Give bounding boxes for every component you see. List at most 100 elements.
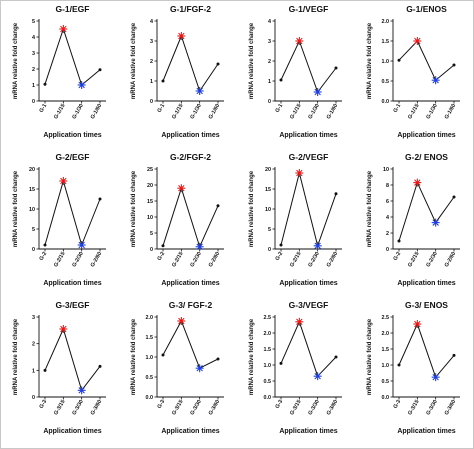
- x-tick-label: G-2/30: [71, 251, 84, 268]
- y-axis-label: mRNA relative fold change: [367, 318, 373, 395]
- x-tick-label: G-1: [275, 103, 285, 114]
- y-tick-label: 5: [32, 227, 35, 233]
- y-tick-label: 0.5: [264, 379, 272, 385]
- x-tick-label: G-3/60: [90, 399, 103, 416]
- x-tick-label: G-3: [275, 399, 285, 410]
- y-tick-label: 0: [32, 395, 35, 401]
- data-point-star-red: [413, 37, 422, 45]
- y-tick-label: 5: [150, 231, 153, 237]
- series-line: [280, 320, 337, 378]
- data-point-star-blue: [77, 241, 86, 249]
- data-point-star-blue: [313, 241, 322, 250]
- data-point: [98, 364, 102, 368]
- data-point-star-blue: [431, 373, 440, 382]
- data-point-star-blue: [195, 87, 204, 95]
- star-stroke: [432, 76, 439, 84]
- y-tick-label: 1.0: [146, 355, 154, 361]
- x-tick-label: G-1: [39, 103, 49, 114]
- series-line: [280, 39, 337, 94]
- series-line: [398, 181, 455, 242]
- y-tick-label: 0.0: [146, 395, 154, 401]
- data-point-star-blue: [313, 88, 322, 96]
- data-point: [334, 66, 338, 70]
- data-point: [279, 78, 283, 82]
- y-tick-label: 15: [265, 187, 271, 193]
- star-stroke: [178, 32, 185, 40]
- data-point: [43, 82, 47, 86]
- star-stroke: [296, 169, 303, 177]
- y-tick-label: 0.5: [382, 379, 390, 385]
- x-tick-label: G-2/60: [90, 251, 103, 268]
- x-tick-label: G-1/30: [71, 103, 84, 120]
- data-point-star-red: [413, 320, 422, 329]
- chart-title: G-1/FGF-2: [170, 4, 211, 14]
- series-line: [44, 327, 101, 392]
- y-tick-label: 2.0: [146, 315, 154, 321]
- data-point-star-red: [59, 25, 68, 33]
- x-axis-label: Application times: [161, 428, 219, 435]
- x-tick-label: G-2/15: [53, 251, 66, 268]
- y-tick-label: 2: [32, 342, 35, 348]
- y-tick-label: 8: [386, 183, 389, 189]
- chart-title: G-2/ ENOS: [405, 152, 448, 162]
- chart-title: G-3/VEGF: [289, 300, 329, 310]
- x-tick-label: G-2: [393, 251, 403, 262]
- data-point: [452, 63, 456, 67]
- y-axis-label: mRNA relative fold change: [131, 170, 137, 247]
- y-tick-label: 2.0: [382, 331, 390, 337]
- chart-panel: G-1/VEGF 0 1 2 3 4 mRNA relative fold change G-…: [249, 4, 342, 139]
- y-tick-label: 15: [147, 199, 153, 205]
- x-tick-label: G-1/30: [189, 103, 202, 120]
- data-point-star-blue: [195, 242, 204, 251]
- chart-panel: G-3/VEGF 0.0 0.5 1.0 1.5 2.0 2.5 mRNA relative …: [249, 300, 342, 435]
- x-tick-label: G-3: [157, 399, 167, 410]
- x-tick-label: G-3: [39, 399, 49, 410]
- y-tick-label: 4: [32, 35, 35, 41]
- series-line: [44, 179, 101, 247]
- star-stroke: [432, 219, 439, 226]
- data-point: [216, 357, 220, 361]
- star-stroke: [60, 325, 67, 333]
- y-tick-label: 1.5: [382, 39, 390, 45]
- y-tick-label: 4: [150, 19, 153, 25]
- y-axis-label: mRNA relative fold change: [131, 22, 137, 99]
- series-line: [162, 319, 219, 369]
- y-tick-label: 1: [32, 83, 35, 89]
- data-point: [334, 355, 338, 359]
- y-tick-label: 0: [32, 99, 35, 105]
- y-tick-label: 5: [32, 19, 35, 25]
- chart-panel: G-2/EGF 0 5 10 15 20 mRNA relative fold change…: [13, 152, 106, 287]
- y-tick-label: 15: [29, 187, 35, 193]
- x-tick-label: G-1/30: [425, 103, 438, 120]
- y-tick-label: 1.0: [382, 59, 390, 65]
- chart-title: G-3/ FGF-2: [169, 300, 213, 310]
- x-tick-label: G-3: [393, 399, 403, 410]
- chart-title: G-1/EGF: [55, 4, 89, 14]
- chart-panel: G-1/EGF 0 1 2 3 4 5 mRNA relative fold change G-…: [13, 4, 106, 139]
- star-stroke: [296, 37, 303, 45]
- chart-title: G-3/EGF: [55, 300, 89, 310]
- chart-panel: G-3/ ENOS 0.0 0.5 1.0 1.5 2.0 2.5 mRNA relative…: [367, 300, 460, 435]
- x-tick-label: G-2/30: [307, 251, 320, 268]
- y-tick-label: 4: [386, 215, 389, 221]
- data-point: [98, 68, 102, 72]
- y-axis-label: mRNA relative fold change: [13, 318, 19, 395]
- x-tick-label: G-1/15: [171, 103, 184, 120]
- series-line: [280, 172, 337, 248]
- y-tick-label: 2.5: [382, 315, 390, 321]
- data-point-star-red: [295, 37, 304, 45]
- y-tick-label: 1.5: [264, 347, 272, 353]
- chart-title: G-2/FGF-2: [170, 152, 211, 162]
- x-tick-label: G-2/60: [208, 251, 221, 268]
- y-tick-label: 25: [147, 167, 153, 173]
- x-tick-label: G-3/60: [444, 399, 457, 416]
- data-point: [279, 361, 283, 365]
- star-stroke: [178, 317, 185, 325]
- data-point-star-blue: [313, 372, 322, 381]
- chart-panel: G-1/FGF-2 0 1 2 3 4 mRNA relative fold change G…: [131, 4, 224, 139]
- y-tick-label: 1.0: [264, 363, 272, 369]
- x-tick-label: G-1/30: [307, 103, 320, 120]
- chart-title: G-2/EGF: [55, 152, 89, 162]
- series-line: [398, 322, 455, 379]
